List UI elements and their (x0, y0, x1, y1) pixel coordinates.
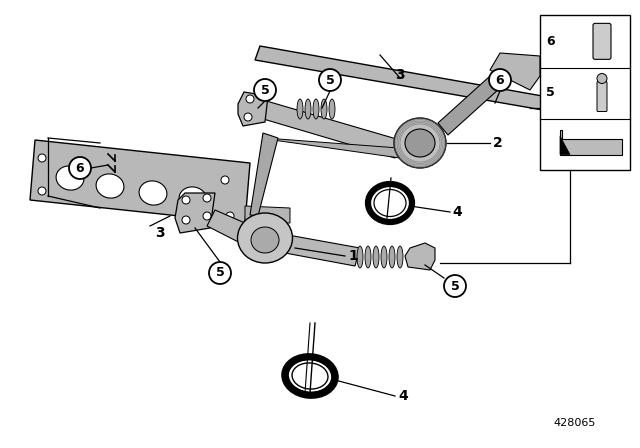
Text: 6: 6 (496, 73, 504, 86)
Circle shape (597, 73, 607, 83)
Ellipse shape (397, 246, 403, 268)
Ellipse shape (179, 187, 207, 211)
Text: 6: 6 (76, 161, 84, 175)
Ellipse shape (237, 213, 292, 263)
Ellipse shape (321, 99, 327, 119)
FancyBboxPatch shape (540, 15, 630, 170)
Circle shape (69, 157, 91, 179)
FancyBboxPatch shape (597, 82, 607, 112)
Text: 5: 5 (326, 73, 334, 86)
Text: 2: 2 (493, 136, 503, 150)
Ellipse shape (96, 174, 124, 198)
Polygon shape (30, 140, 250, 223)
Ellipse shape (297, 99, 303, 119)
Text: 6: 6 (546, 35, 555, 48)
Text: 4: 4 (398, 389, 408, 403)
Ellipse shape (405, 129, 435, 157)
Ellipse shape (251, 227, 279, 253)
Text: 3: 3 (155, 226, 164, 240)
Polygon shape (260, 100, 400, 158)
Polygon shape (560, 130, 622, 155)
Circle shape (221, 176, 229, 184)
Polygon shape (438, 58, 520, 135)
Circle shape (182, 216, 190, 224)
Text: 4: 4 (452, 205, 461, 219)
Ellipse shape (373, 246, 379, 268)
Ellipse shape (56, 166, 84, 190)
Ellipse shape (305, 99, 311, 119)
Ellipse shape (139, 181, 167, 205)
Circle shape (38, 154, 46, 162)
Polygon shape (238, 92, 268, 126)
FancyBboxPatch shape (593, 23, 611, 59)
Text: 5: 5 (451, 280, 460, 293)
Text: 5: 5 (216, 267, 225, 280)
Polygon shape (405, 243, 435, 270)
Polygon shape (250, 133, 278, 216)
Circle shape (319, 69, 341, 91)
Polygon shape (560, 136, 570, 155)
Ellipse shape (389, 246, 395, 268)
Polygon shape (265, 138, 400, 158)
Ellipse shape (365, 246, 371, 268)
Text: 5: 5 (260, 83, 269, 96)
Circle shape (444, 275, 466, 297)
Text: 3: 3 (395, 68, 404, 82)
Ellipse shape (313, 99, 319, 119)
Ellipse shape (381, 246, 387, 268)
Text: 428065: 428065 (554, 418, 596, 428)
Polygon shape (207, 210, 268, 252)
Text: 5: 5 (546, 86, 555, 99)
Polygon shape (490, 53, 540, 90)
Polygon shape (285, 235, 360, 266)
Text: 1: 1 (348, 249, 358, 263)
Circle shape (244, 113, 252, 121)
Circle shape (489, 69, 511, 91)
Circle shape (38, 187, 46, 195)
Circle shape (209, 262, 231, 284)
Circle shape (254, 79, 276, 101)
Polygon shape (175, 193, 215, 233)
Polygon shape (245, 206, 290, 223)
Ellipse shape (394, 118, 446, 168)
Ellipse shape (329, 99, 335, 119)
Circle shape (226, 212, 234, 220)
Circle shape (203, 194, 211, 202)
Circle shape (203, 212, 211, 220)
Circle shape (182, 196, 190, 204)
Circle shape (246, 95, 254, 103)
Polygon shape (255, 46, 565, 113)
Ellipse shape (357, 246, 363, 268)
